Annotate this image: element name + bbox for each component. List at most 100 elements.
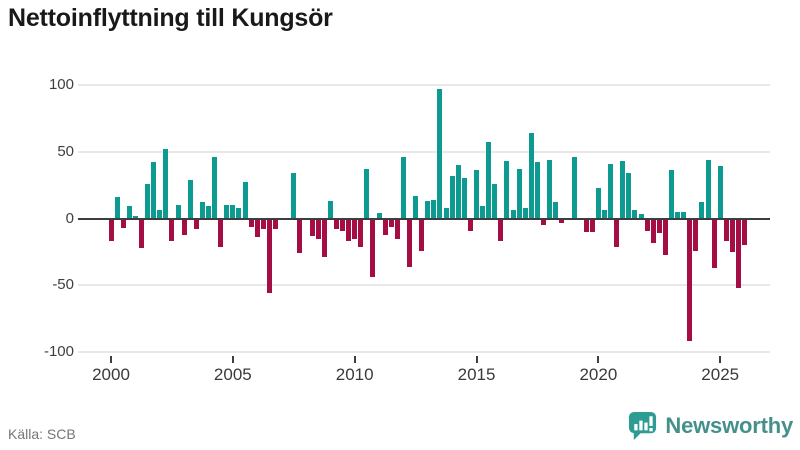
bar-q53 <box>431 199 437 219</box>
bar-q41 <box>358 218 364 247</box>
bar-q79 <box>589 218 595 232</box>
bar-q1 <box>114 197 120 219</box>
bar-q70 <box>534 162 540 219</box>
bar-q62 <box>486 142 492 219</box>
bar-q0 <box>108 218 114 242</box>
bar-q47 <box>394 218 400 239</box>
chart-title: Nettoinflyttning till Kungsör <box>8 4 333 32</box>
bar-q92 <box>668 170 674 219</box>
bar-q49 <box>407 218 413 267</box>
bar-q68 <box>522 207 528 219</box>
bar-chart-speech-bubble-icon <box>629 411 657 441</box>
x-axis-tick-2020 <box>597 356 600 363</box>
bar-q63 <box>492 183 498 219</box>
bar-q33 <box>309 218 315 236</box>
bar-q39 <box>346 218 352 242</box>
bar-q55 <box>443 207 449 219</box>
x-axis-tick-2010 <box>353 356 356 363</box>
bar-q26 <box>266 218 272 294</box>
x-axis-tick-2000 <box>110 356 112 363</box>
bar-q65 <box>504 161 510 219</box>
bar-q82 <box>608 163 614 219</box>
bar-q103 <box>736 218 741 288</box>
bar-q4 <box>132 215 138 219</box>
bar-q52 <box>425 201 431 219</box>
bar-q89 <box>650 218 656 243</box>
bar-q25 <box>260 218 266 230</box>
bar-q44 <box>376 213 382 219</box>
bar-q35 <box>321 218 327 258</box>
bar-q91 <box>662 218 668 255</box>
x-axis-label-2000: 2000 <box>92 365 130 384</box>
bar-q58 <box>461 178 467 219</box>
bar-q30 <box>291 173 297 219</box>
bar-q37 <box>333 218 339 230</box>
bar-q38 <box>340 218 345 231</box>
x-axis-label-2005: 2005 <box>213 365 252 384</box>
bar-q95 <box>687 218 693 342</box>
bar-q24 <box>254 218 260 238</box>
bar-q98 <box>705 159 711 219</box>
bar-q69 <box>528 133 534 219</box>
bar-q13 <box>187 179 193 219</box>
bar-q16 <box>205 206 211 219</box>
bar-q84 <box>620 161 626 219</box>
bar-q34 <box>315 218 321 239</box>
bar-q60 <box>474 170 480 219</box>
bar-q7 <box>151 162 157 219</box>
bar-q67 <box>516 169 522 219</box>
x-axis-tick-2025 <box>719 356 722 363</box>
bar-q9 <box>163 149 169 219</box>
bar-q17 <box>212 157 218 219</box>
bar-q86 <box>632 210 638 219</box>
bar-q97 <box>699 202 705 219</box>
bar-q42 <box>364 169 370 219</box>
bar-q94 <box>681 211 687 219</box>
bar-q19 <box>224 205 230 219</box>
bar-q36 <box>327 201 333 219</box>
x-axis-tick-2015 <box>475 356 478 363</box>
bar-q22 <box>242 182 248 219</box>
bar-q20 <box>230 205 236 219</box>
bar-q51 <box>419 218 425 251</box>
bar-q50 <box>413 195 419 219</box>
x-axis-tick-2005 <box>231 356 234 363</box>
bar-q48 <box>400 157 406 219</box>
bar-q31 <box>297 218 303 254</box>
bar-q59 <box>467 218 473 231</box>
bar-q76 <box>571 157 577 219</box>
bar-q100 <box>717 166 723 219</box>
bar-q61 <box>480 206 486 219</box>
bar-q10 <box>169 218 175 242</box>
bar-q73 <box>553 202 559 219</box>
bar-q21 <box>236 207 242 219</box>
bar-q81 <box>601 210 607 219</box>
x-axis-label-2025: 2025 <box>701 365 740 384</box>
bar-q18 <box>218 218 224 247</box>
zero-axis-line <box>78 217 770 220</box>
bar-q78 <box>583 218 589 232</box>
source-note: Källa: SCB <box>8 426 76 442</box>
bar-q8 <box>157 210 163 219</box>
bar-q66 <box>510 210 516 219</box>
y-axis-label: 0 <box>65 209 74 227</box>
bar-q101 <box>723 218 729 242</box>
bar-q88 <box>644 218 650 231</box>
bar-q54 <box>437 89 443 219</box>
bar-q87 <box>638 214 644 219</box>
bar-q23 <box>248 218 254 227</box>
bar-q5 <box>138 218 144 248</box>
gridline--50 <box>78 284 770 287</box>
bar-q6 <box>145 183 151 219</box>
bar-q45 <box>382 218 388 235</box>
bar-q11 <box>175 205 181 219</box>
bar-q72 <box>547 159 553 219</box>
bar-q12 <box>181 218 187 235</box>
bar-q46 <box>388 218 394 227</box>
gridline-50 <box>78 150 770 153</box>
bar-q3 <box>126 206 132 219</box>
bar-q80 <box>595 187 601 219</box>
bar-q96 <box>693 218 699 251</box>
bar-q56 <box>449 175 455 219</box>
